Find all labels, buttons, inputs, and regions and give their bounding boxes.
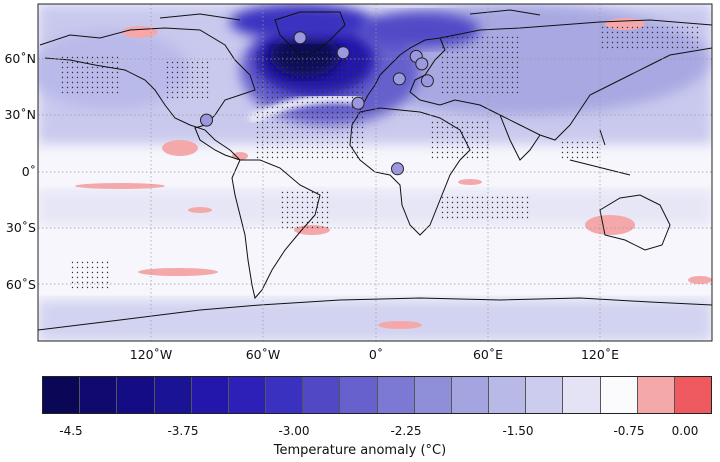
lat-label-30s: 30˚S — [5, 220, 36, 235]
map-field — [38, 4, 712, 341]
colorbar-segment — [191, 377, 229, 413]
colorbar-tick: -3.75 — [167, 424, 199, 438]
colorbar-segment — [489, 377, 527, 413]
lon-label-60e: 60˚E — [472, 347, 504, 362]
proxy-site-marker — [336, 46, 350, 60]
colorbar-segment — [228, 377, 267, 413]
lon-label-120e: 120˚E — [580, 347, 619, 362]
colorbar-segment — [526, 377, 564, 413]
colorbar-title: Temperature anomaly (°C) — [273, 443, 447, 458]
lat-label-30n: 30˚N — [4, 107, 36, 122]
colorbar-tick: -1.50 — [502, 424, 534, 438]
proxy-site-marker — [200, 113, 213, 127]
proxy-site-marker — [293, 31, 307, 45]
lon-label-60w: 60˚W — [245, 347, 281, 362]
graticule — [38, 4, 712, 341]
colorbar-segment — [43, 377, 81, 413]
colorbar-segment — [340, 377, 378, 413]
colorbar-segment — [266, 377, 304, 413]
colorbar-segment — [414, 377, 452, 413]
colorbar-segment — [80, 377, 118, 413]
proxy-site-marker — [391, 162, 404, 176]
colorbar-tick: -3.00 — [278, 424, 310, 438]
colorbar-segment — [303, 377, 341, 413]
colorbar-segment — [637, 377, 675, 413]
map-frame — [37, 3, 713, 342]
proxy-site-marker — [420, 74, 434, 88]
lon-label-120w: 120˚W — [129, 347, 173, 362]
lon-label-0: 0˚ — [368, 347, 384, 362]
colorbar-tick: 0.00 — [671, 424, 699, 438]
colorbar-segment — [451, 377, 490, 413]
colorbar-segment — [377, 377, 415, 413]
lat-label-60s: 60˚S — [5, 277, 36, 292]
colorbar-segment — [154, 377, 192, 413]
colorbar-tick: -2.25 — [390, 424, 422, 438]
colorbar-segment — [117, 377, 155, 413]
colorbar-tick: -4.5 — [59, 424, 83, 438]
proxy-site-marker — [392, 72, 406, 86]
colorbar-segment — [674, 377, 712, 413]
lat-label-60n: 60˚N — [4, 51, 36, 66]
colorbar-segment — [600, 377, 638, 413]
proxy-sites — [200, 31, 434, 176]
colorbar — [42, 376, 712, 414]
colorbar-tick: -0.75 — [613, 424, 645, 438]
proxy-site-marker — [351, 96, 365, 110]
colorbar-segment — [563, 377, 601, 413]
lat-label-0: 0˚ — [21, 164, 36, 179]
proxy-site-marker — [415, 57, 429, 71]
coastlines — [38, 9, 712, 331]
